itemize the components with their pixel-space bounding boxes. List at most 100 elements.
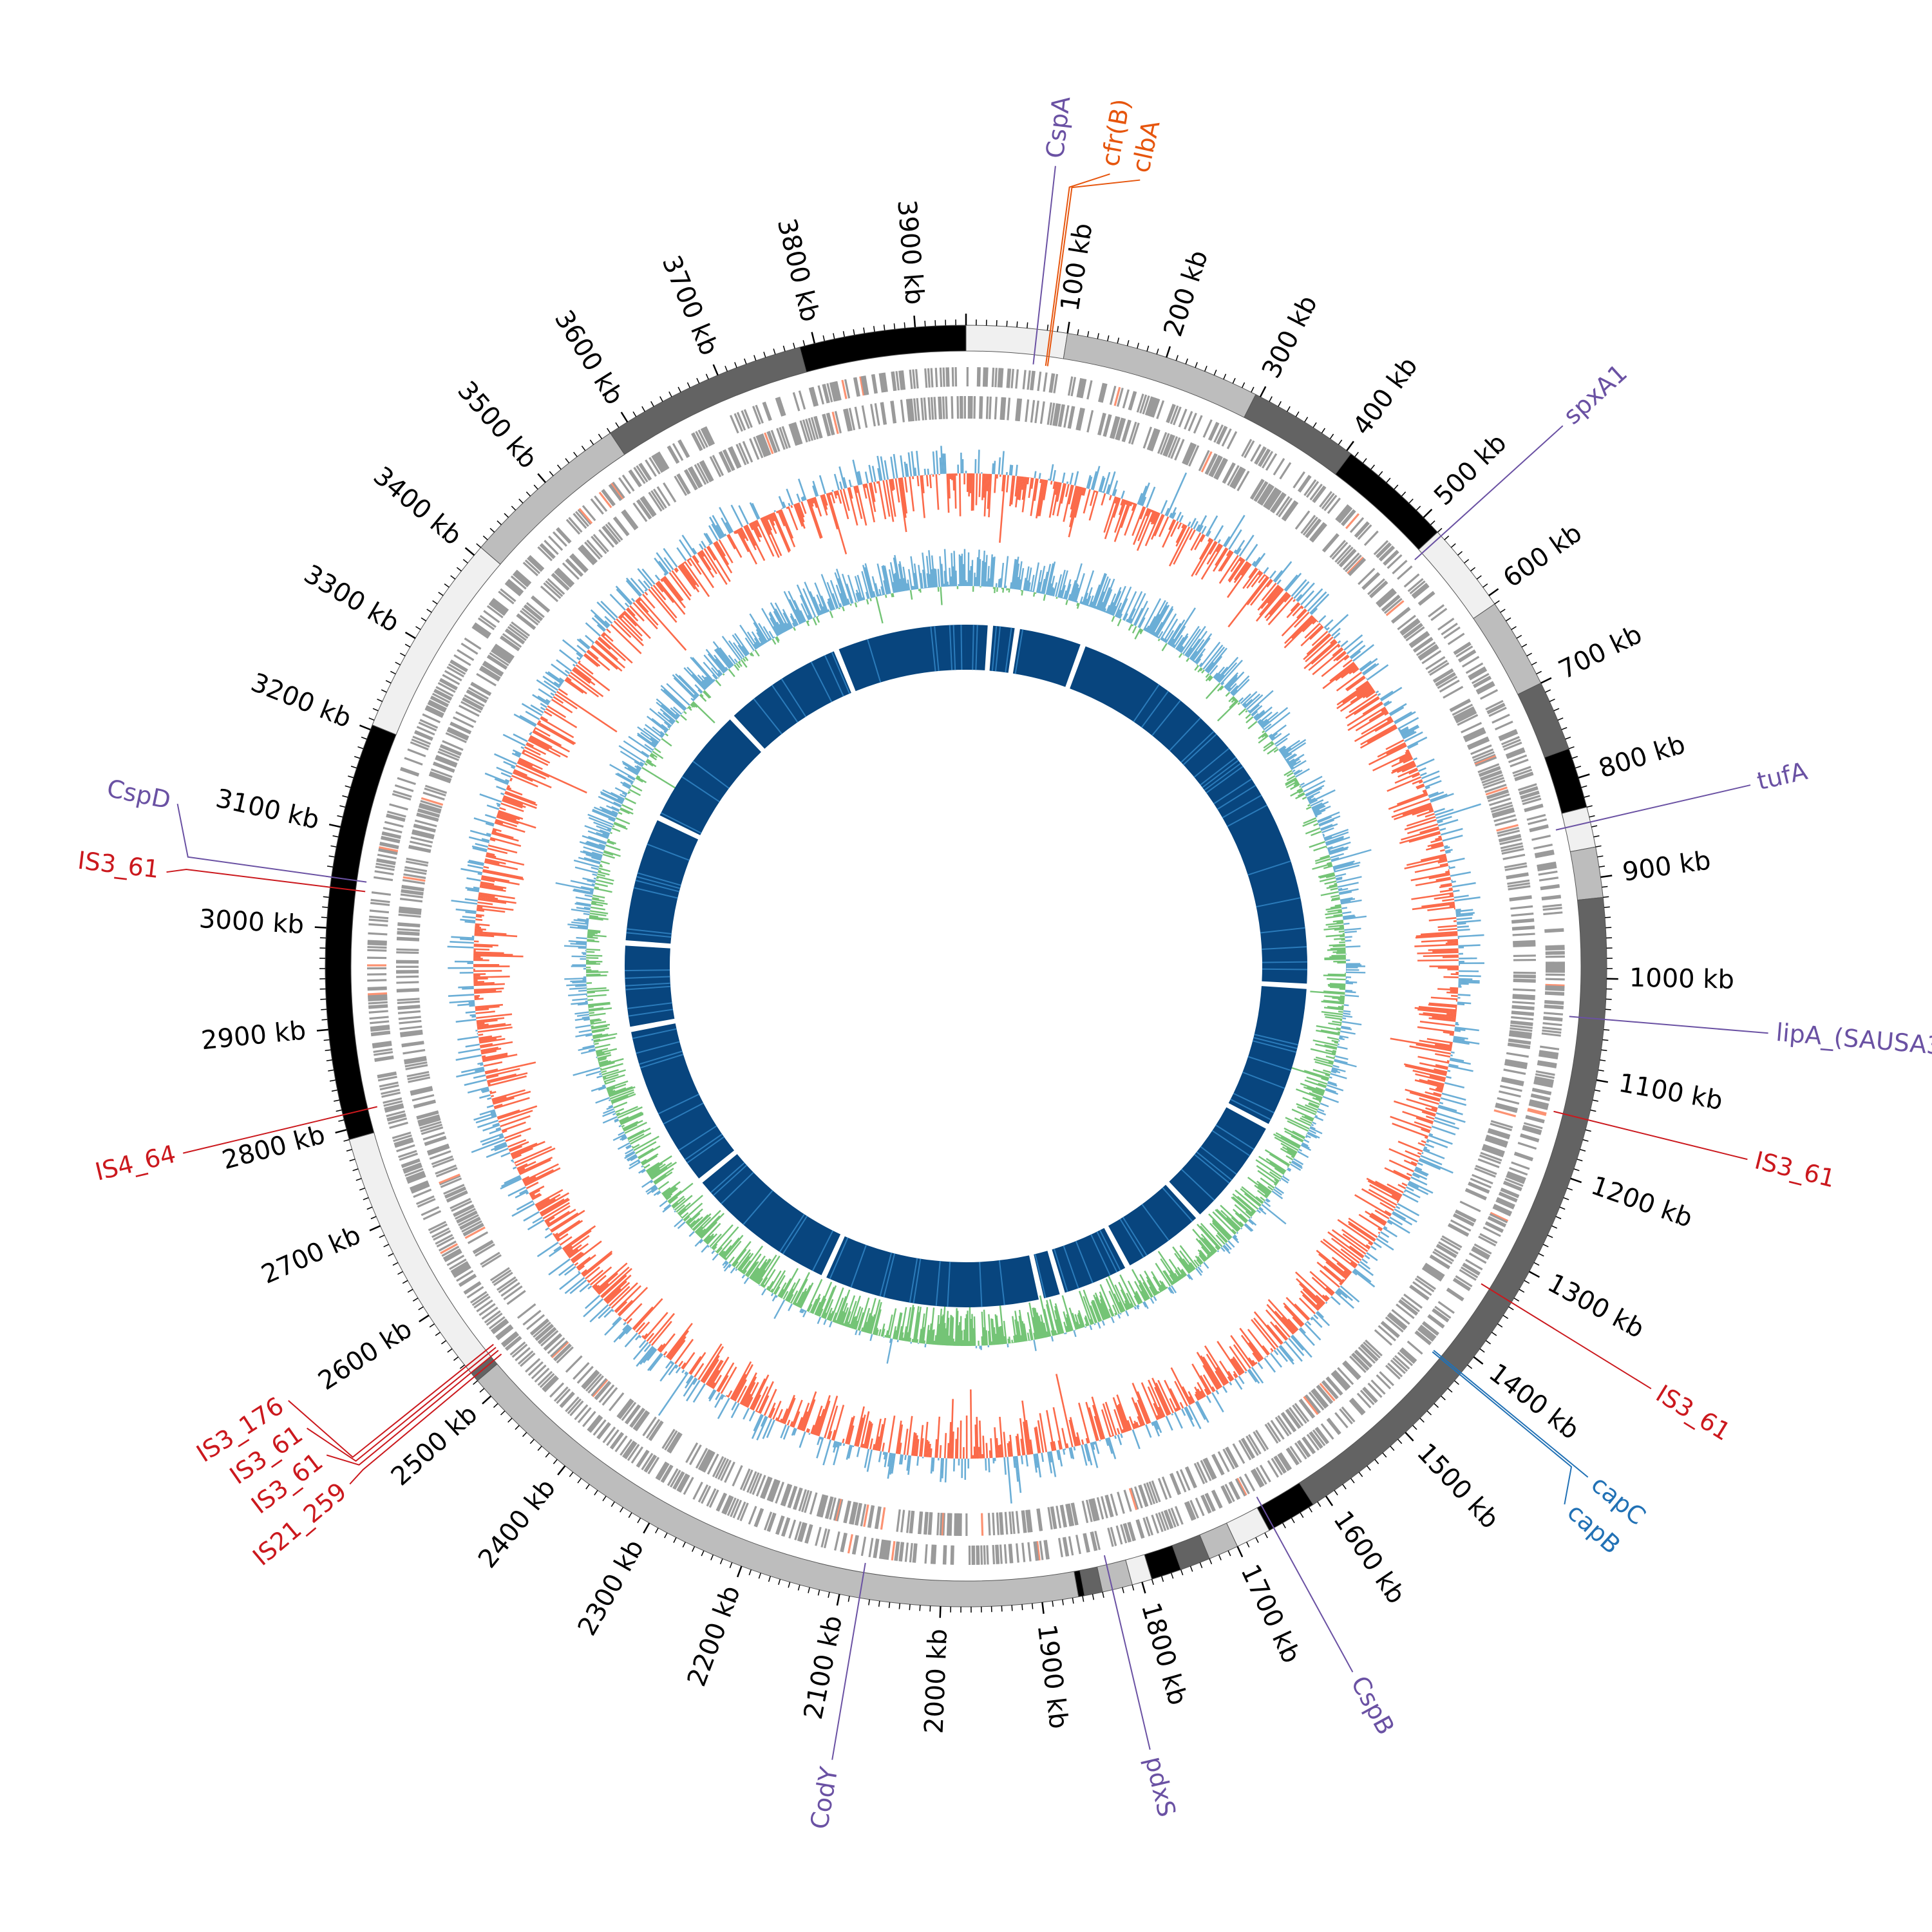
gc-content-bar (1458, 978, 1473, 980)
gc-content-bar (1188, 1391, 1195, 1403)
gc-skew-bar (1187, 630, 1208, 658)
gene-feature (1471, 673, 1490, 685)
gene-feature (567, 1398, 582, 1414)
gc-skew-bar (1314, 856, 1331, 862)
gc-skew-bar (1179, 646, 1184, 653)
gene-feature (412, 830, 435, 838)
gc-skew-bar (1291, 1161, 1303, 1170)
gene-feature (672, 442, 684, 461)
gc-content-bar (766, 1419, 775, 1438)
gc-content-bar (681, 562, 699, 587)
gc-content-bar (1442, 835, 1463, 842)
gene-feature (724, 1461, 735, 1483)
gc-skew-bar (1331, 1039, 1339, 1043)
gc-content-bar (1251, 1319, 1276, 1350)
gene-feature (1447, 632, 1465, 645)
gene-feature (598, 1384, 615, 1403)
gc-skew-bar (1000, 562, 1005, 588)
gc-skew-bar (1327, 849, 1331, 852)
gc-skew-bar (1202, 644, 1224, 670)
gc-content-bar (1399, 831, 1441, 844)
minor-tick (507, 1417, 513, 1423)
gene-feature (384, 1104, 404, 1112)
gc-content-bar (1240, 1334, 1262, 1361)
gc-skew-bar (1139, 617, 1146, 629)
gc-content-bar (600, 600, 618, 619)
gc-content-bar (574, 1262, 579, 1266)
gene-feature (1490, 1120, 1513, 1129)
gene-feature (1511, 1016, 1534, 1021)
gc-content-bar (1365, 1210, 1387, 1225)
gc-content-bar (516, 762, 550, 778)
minor-tick (1467, 1364, 1473, 1369)
gc-content-bar (781, 1408, 788, 1423)
gene-feature (1244, 440, 1255, 459)
gene-feature (577, 1406, 592, 1423)
gene-feature (1184, 411, 1193, 430)
gc-content-bar (868, 482, 876, 513)
gene-feature (677, 473, 691, 494)
gene-feature (692, 1481, 703, 1500)
gene-feature (1220, 1486, 1231, 1504)
gc-content-bar (737, 528, 757, 565)
gene-feature (1408, 630, 1428, 646)
gene-feature (1027, 1510, 1032, 1533)
gene-feature (1264, 1423, 1279, 1444)
gene-feature (1359, 1389, 1375, 1406)
gene-feature (1454, 643, 1472, 656)
gc-content-bar (708, 525, 719, 541)
minor-tick (842, 331, 845, 337)
gc-content-bar (1425, 813, 1435, 818)
gc-skew-bar (1119, 613, 1123, 619)
gc-content-bar (944, 1458, 947, 1482)
gc-content-bar (1425, 780, 1442, 788)
gene-feature (1313, 486, 1327, 504)
gc-content-bar (1378, 1235, 1389, 1244)
gene-feature (1373, 540, 1389, 556)
gene-feature (1204, 453, 1217, 475)
gene-feature (473, 623, 491, 637)
gene-feature (792, 422, 802, 445)
gc-content-bar (1384, 1210, 1392, 1216)
major-tick (736, 1566, 743, 1578)
gene-feature (1544, 1004, 1564, 1009)
gc-content-bar (635, 1321, 646, 1333)
gc-content-bar (1158, 516, 1170, 537)
gc-content-bar (477, 1023, 512, 1030)
gc-content-bar (1444, 846, 1450, 849)
minor-tick (1595, 845, 1602, 848)
gc-content-bar (641, 568, 656, 585)
gene-feature (1374, 1329, 1393, 1346)
gc-content-bar (1447, 857, 1465, 864)
gc-content-bar (1390, 1115, 1431, 1132)
gene-feature (596, 1422, 611, 1439)
gc-skew-bar (1328, 1061, 1334, 1064)
gc-content-bar (1439, 849, 1445, 852)
gc-skew-bar (1205, 661, 1215, 672)
gene-feature (1506, 748, 1525, 758)
gene-feature (1530, 1099, 1549, 1106)
gc-content-bar (663, 1350, 668, 1356)
gc-content-bar (556, 659, 573, 672)
gene-feature (999, 1544, 1003, 1564)
gc-content-bar (1412, 773, 1421, 779)
gene-feature (895, 1541, 900, 1561)
gc-skew-bar (1300, 782, 1305, 786)
gene-feature (374, 1051, 393, 1056)
gc-content-bar (1062, 1448, 1066, 1455)
gc-content-bar (1403, 1190, 1406, 1193)
gc-content-bar (536, 723, 575, 746)
gc-content-bar (793, 504, 804, 527)
gc-content-bar (1104, 1401, 1117, 1435)
gc-content-bar (1374, 720, 1394, 732)
gc-content-bar (1153, 514, 1165, 536)
minor-tick (577, 1478, 582, 1484)
gene-feature (1499, 1191, 1518, 1202)
gene-feature (1525, 1115, 1545, 1122)
minor-tick (479, 1388, 485, 1393)
gene-feature (491, 599, 508, 613)
gene-feature (1076, 378, 1083, 398)
gc-content-bar (564, 1245, 573, 1253)
gene-feature (1075, 1535, 1081, 1555)
minor-tick (929, 1605, 931, 1612)
